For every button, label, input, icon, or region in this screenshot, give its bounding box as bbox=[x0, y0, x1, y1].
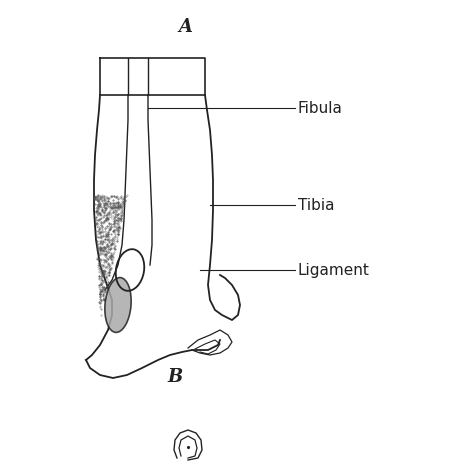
Text: Ligament: Ligament bbox=[298, 263, 370, 277]
Text: Fibula: Fibula bbox=[298, 100, 343, 116]
Text: B: B bbox=[167, 368, 182, 386]
Text: Tibia: Tibia bbox=[298, 198, 335, 212]
Text: A: A bbox=[178, 18, 192, 36]
Ellipse shape bbox=[105, 278, 131, 332]
